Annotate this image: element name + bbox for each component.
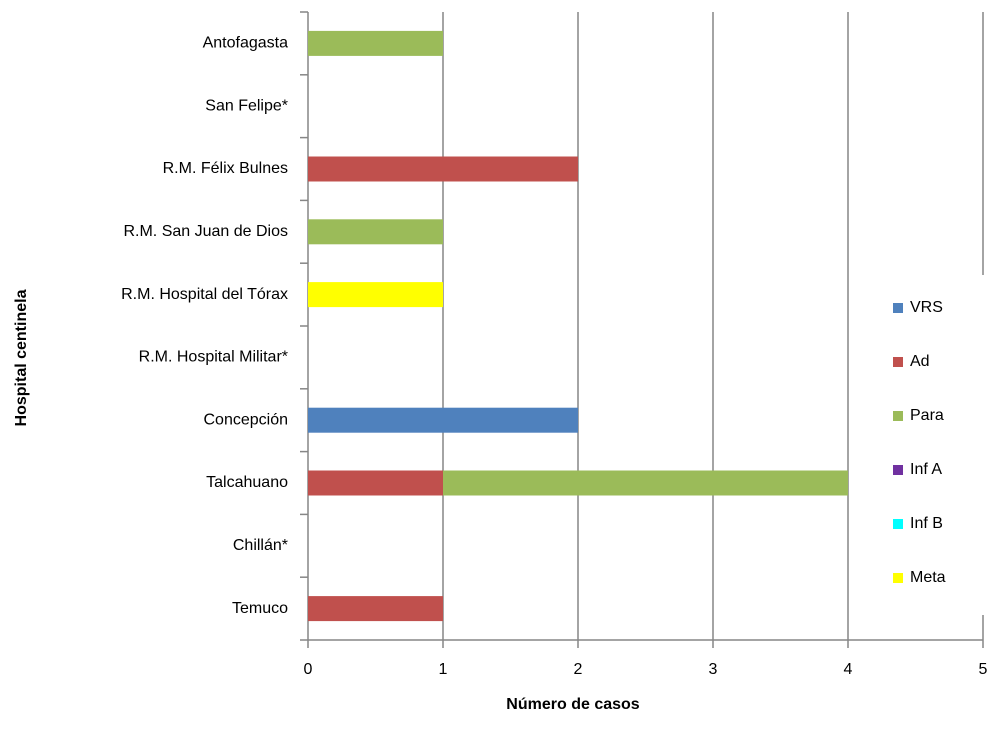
y-tick-label: R.M. San Juan de Dios <box>123 223 288 240</box>
x-axis-label: Número de casos <box>506 696 639 713</box>
legend-label: Ad <box>910 353 930 370</box>
y-tick-label: R.M. Hospital del Tórax <box>121 286 288 303</box>
legend-swatch <box>893 519 903 529</box>
y-tick-label: Concepción <box>204 411 289 428</box>
y-tick-label: San Felipe* <box>205 97 288 114</box>
x-tick-label: 1 <box>439 661 448 678</box>
legend-label: Inf A <box>910 461 942 478</box>
legend-box <box>885 275 990 615</box>
bar-segment <box>308 596 443 622</box>
y-tick-label: R.M. Hospital Militar* <box>139 349 288 366</box>
y-tick-label: Talcahuano <box>206 474 288 491</box>
bar-segment <box>308 156 578 182</box>
legend-label: Para <box>910 407 944 424</box>
x-tick-label: 4 <box>844 661 853 678</box>
y-tick-label: Temuco <box>232 600 288 617</box>
legend-swatch <box>893 573 903 583</box>
y-tick-label: Antofagasta <box>203 35 289 52</box>
x-tick-label: 2 <box>574 661 583 678</box>
bar-segment <box>308 30 443 56</box>
y-tick-label: Chillán* <box>233 537 288 554</box>
y-axis-label: Hospital centinela <box>13 289 30 426</box>
bar-segment <box>308 282 443 308</box>
x-tick-label: 5 <box>979 661 988 678</box>
legend-swatch <box>893 411 903 421</box>
bar-segment <box>443 470 848 496</box>
legend-swatch <box>893 465 903 475</box>
bar-segment <box>308 407 578 433</box>
bar-segment <box>308 219 443 245</box>
y-tick-label: R.M. Félix Bulnes <box>163 160 288 177</box>
legend-swatch <box>893 357 903 367</box>
legend-swatch <box>893 303 903 313</box>
bar-segment <box>308 470 443 496</box>
x-tick-label: 3 <box>709 661 718 678</box>
legend-label: Meta <box>910 569 946 586</box>
legend-label: Inf B <box>910 515 943 532</box>
legend-label: VRS <box>910 299 943 316</box>
x-tick-label: 0 <box>304 661 313 678</box>
